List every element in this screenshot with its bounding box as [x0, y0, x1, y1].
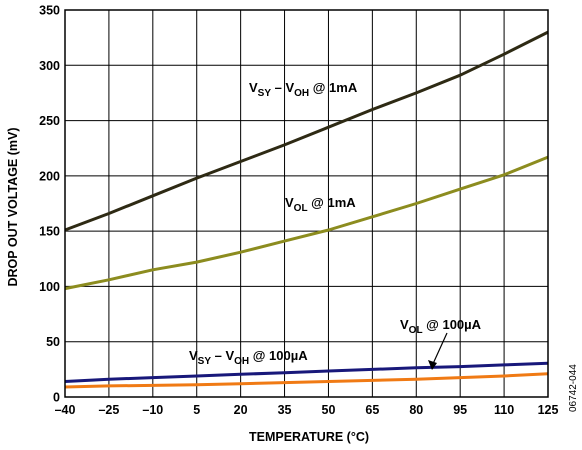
x-tick-label: 20 [234, 403, 248, 417]
plot-area-frame [64, 9, 549, 398]
y-tick-label: 0 [53, 391, 60, 405]
x-tick-label: –25 [98, 403, 119, 417]
y-axis-title: DROP OUT VOLTAGE (mV) [6, 127, 20, 286]
y-tick-label: 250 [39, 114, 60, 128]
y-tick-label: 300 [39, 59, 60, 73]
y-tick-label: 150 [39, 225, 60, 239]
y-tick-label: 100 [39, 280, 60, 294]
x-tick-label: 5 [193, 403, 200, 417]
y-tick-labels: 0 50 100 150 200 250 300 350 [39, 4, 60, 405]
label-vsy-voh-1ma: VSY – VOH @ 1mA [249, 80, 358, 99]
grid [65, 10, 548, 397]
x-tick-label: 125 [538, 403, 559, 417]
series-lines [64, 30, 549, 389]
x-tick-label: –10 [142, 403, 163, 417]
annotation-arrow [428, 332, 448, 370]
series-vol-100ua [64, 372, 549, 389]
x-tick-label: 50 [322, 403, 336, 417]
label-vol-100ua: VOL @ 100µA [400, 317, 482, 336]
x-tick-label: 95 [453, 403, 467, 417]
series-vol-1ma [64, 155, 549, 291]
x-tick-label: 80 [409, 403, 423, 417]
series-vsy-voh-1ma [64, 30, 549, 232]
figure-id: 06742-044 [568, 364, 579, 412]
x-tick-label: –40 [55, 403, 76, 417]
y-tick-label: 350 [39, 4, 60, 18]
x-tick-label: 110 [494, 403, 514, 417]
x-tick-label: 35 [278, 403, 292, 417]
label-vsy-voh-100ua: VSY – VOH @ 100µA [189, 348, 308, 367]
y-tick-label: 50 [46, 335, 60, 349]
y-tick-label: 200 [39, 169, 60, 183]
x-tick-label: 65 [365, 403, 379, 417]
annotations: VSY – VOH @ 1mA VOL @ 1mA VOL @ 100µA VSY –… [189, 80, 482, 367]
series-vsy-voh-100ua [64, 361, 549, 383]
x-axis-title: TEMPERATURE (°C) [249, 430, 369, 444]
label-vol-1ma: VOL @ 1mA [285, 195, 356, 214]
x-tick-labels: –40 –25 –10 5 20 35 50 65 80 95 110 125 [55, 403, 559, 417]
